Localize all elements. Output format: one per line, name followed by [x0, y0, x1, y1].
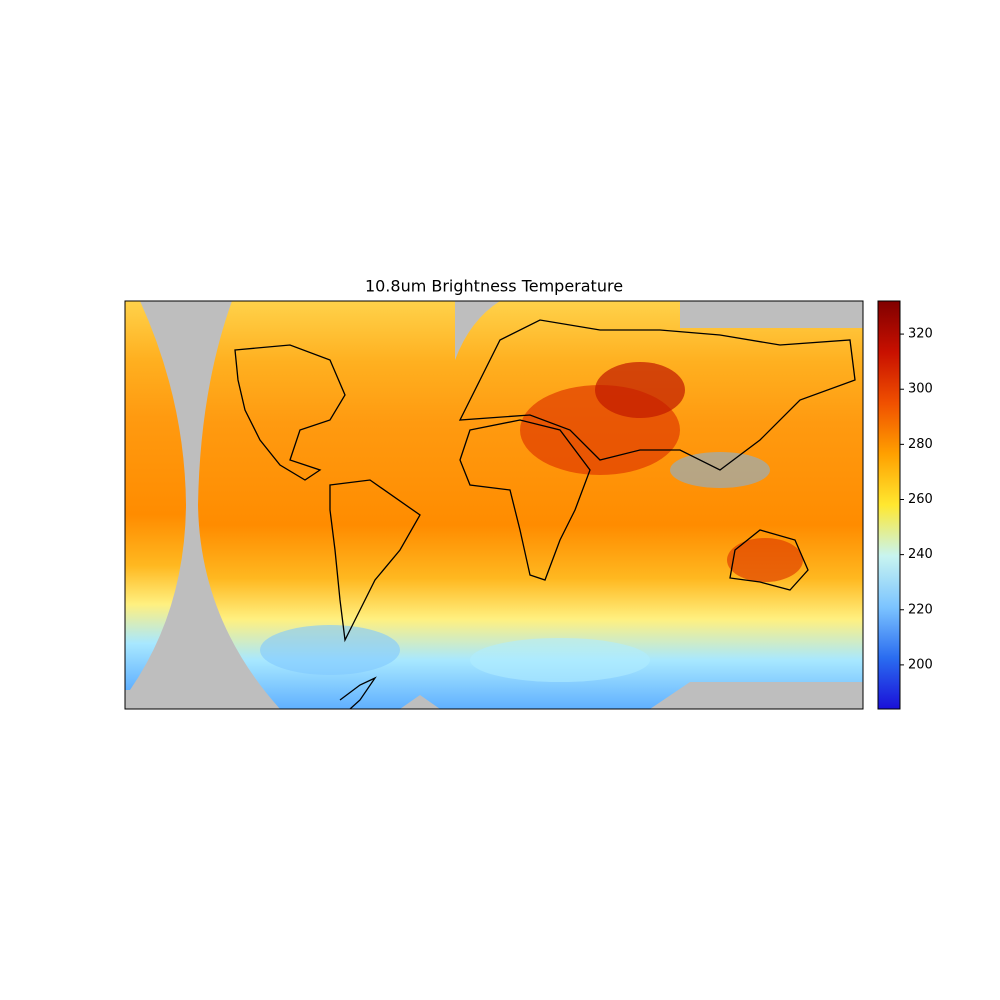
colorbar-tick-label: 200: [908, 657, 933, 672]
colorbar-tick-label: 300: [908, 382, 933, 397]
colorbar-tick-label: 240: [908, 547, 933, 562]
map-title: 10.8um Brightness Temperature: [365, 277, 623, 296]
coastline: [329, 479, 421, 643]
map: [125, 301, 863, 710]
colorbar-tick-label: 280: [908, 437, 933, 452]
imagery-main: [198, 301, 863, 709]
colorbar-tick-label: 320: [908, 327, 933, 342]
hot-region: [595, 362, 685, 418]
cold-region: [470, 638, 650, 682]
imagery-left: [125, 301, 186, 690]
cold-region: [260, 625, 400, 675]
hot-region: [727, 538, 803, 582]
coastline: [339, 676, 377, 710]
map-frame: [124, 300, 864, 710]
coastline: [729, 529, 809, 591]
coastline: [458, 319, 856, 471]
coastline: [459, 419, 591, 581]
coastline: [234, 344, 346, 481]
colorbar-tick-label: 220: [908, 602, 933, 617]
colorbar: [877, 300, 901, 710]
colorbar-tick-label: 260: [908, 492, 933, 507]
